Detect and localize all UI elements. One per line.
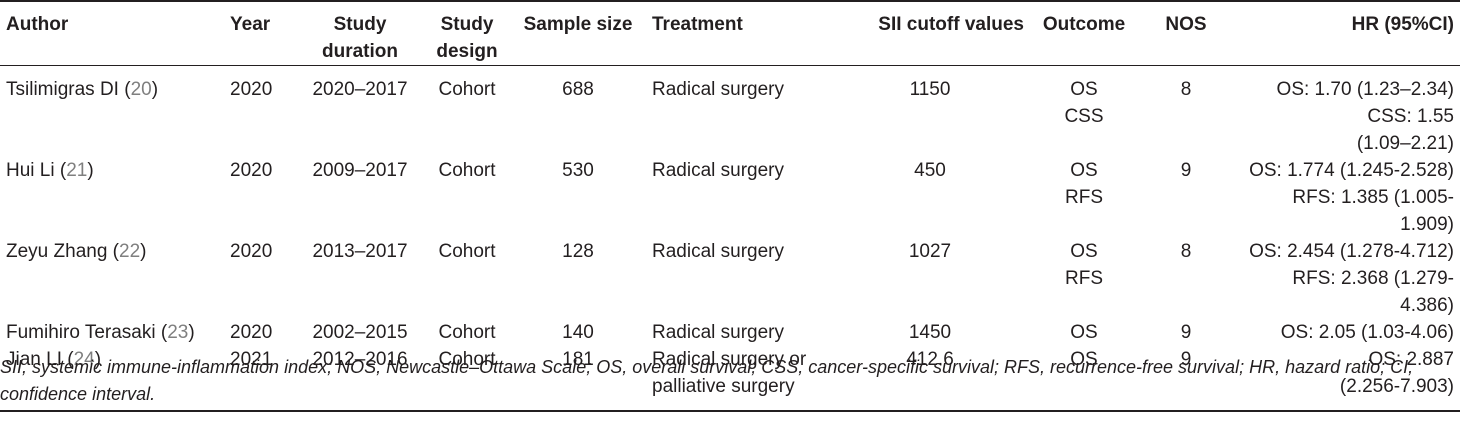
cell-hr: OS: 2.454 (1.278-4.712) RFS: 2.368 (1.279… [1249, 241, 1454, 316]
cell-sample: 688 [562, 79, 594, 100]
cell-outcome: OS RFS [1065, 160, 1103, 208]
cell-sample: 181 [562, 349, 594, 370]
header-study-duration: Study duration [322, 14, 398, 62]
cell-design: Cohort [438, 322, 496, 343]
cell-nos: 9 [1180, 349, 1192, 370]
cell-hr: OS: 2.887 (2.256-7.903) [1339, 349, 1454, 397]
cell-treatment: Radical surgery [652, 79, 784, 100]
header-author: Author [6, 14, 69, 35]
header-year: Year [230, 14, 271, 35]
cell-design: Cohort [438, 349, 496, 370]
header-treatment: Treatment [652, 14, 743, 35]
cell-design: Cohort [438, 160, 496, 181]
header-nos: NOS [1165, 14, 1207, 35]
footnote-line: SII, systemic immune-inflammation index;… [0, 357, 1414, 377]
reference-link[interactable]: 21 [66, 160, 88, 181]
studies-table: Author Year Study duration Study design Sa… [0, 1, 1460, 411]
cell-duration: 2013–2017 [312, 241, 408, 262]
cell-author: Hui Li (21) [6, 160, 94, 181]
cell-duration: 2012–2016 [312, 349, 408, 370]
cell-nos: 8 [1180, 79, 1192, 100]
cell-duration: 2020–2017 [312, 79, 408, 100]
table-footnote: SII, systemic immune-inflammation index;… [0, 354, 1455, 408]
table-row: Fumihiro Terasaki (23) 2020 2002–2015 Co… [0, 319, 1460, 346]
cell-treatment: Radical surgery [652, 322, 784, 343]
reference-link[interactable]: 23 [167, 322, 189, 343]
cell-year: 2021 [230, 349, 273, 370]
cell-year: 2020 [230, 79, 273, 100]
header-study-design: Study design [436, 14, 498, 62]
cell-nos: 9 [1180, 322, 1192, 343]
footnote-line: confidence interval. [0, 384, 156, 404]
cell-outcome: OS [1070, 349, 1098, 370]
cell-design: Cohort [438, 241, 496, 262]
cell-year: 2020 [230, 160, 273, 181]
cell-hr: OS: 2.05 (1.03-4.06) [1280, 322, 1454, 343]
cell-outcome: OS [1070, 322, 1098, 343]
table-row: Hui Li (21) 2020 2009–2017 Cohort 530 Ra… [0, 157, 1460, 238]
cell-author: Zeyu Zhang (22) [6, 241, 147, 262]
cell-author: Fumihiro Terasaki (23) [6, 322, 195, 343]
cell-duration: 2009–2017 [312, 160, 408, 181]
cell-author: Tsilimigras DI (20) [6, 79, 159, 100]
cell-nos: 8 [1180, 241, 1192, 262]
table-row: Jian LI (24) 2021 2012–2016 Cohort 181 R… [0, 346, 1460, 411]
cell-design: Cohort [438, 79, 496, 100]
cell-cutoff: 1150 [909, 79, 951, 100]
cell-nos: 9 [1180, 160, 1192, 181]
reference-link[interactable]: 20 [130, 79, 152, 100]
header-hr: HR (95%CI) [1351, 14, 1454, 35]
table-row: Zeyu Zhang (22) 2020 2013–2017 Cohort 12… [0, 238, 1460, 319]
cell-treatment: Radical surgery [652, 160, 784, 181]
cell-sample: 140 [562, 322, 594, 343]
cell-cutoff: 412.6 [906, 349, 954, 370]
cell-cutoff: 1027 [908, 241, 952, 262]
cell-cutoff: 1450 [908, 322, 952, 343]
cell-year: 2020 [230, 241, 273, 262]
cell-cutoff: 450 [914, 160, 946, 181]
cell-hr: OS: 1.70 (1.23–2.34) CSS: 1.55 (1.09–2.21) [1276, 79, 1454, 154]
cell-outcome: OS CSS [1064, 79, 1104, 127]
cell-year: 2020 [230, 322, 273, 343]
reference-link[interactable]: 22 [119, 241, 141, 262]
table-row: Tsilimigras DI (20) 2020 2020–2017 Cohor… [0, 66, 1460, 158]
cell-treatment: Radical surgery or palliative surgery [652, 349, 807, 397]
header-outcome: Outcome [1042, 14, 1126, 35]
cell-sample: 530 [562, 160, 594, 181]
reference-link[interactable]: 24 [73, 349, 95, 370]
cell-outcome: OS RFS [1065, 241, 1103, 289]
header-sii-cutoff: SII cutoff values [878, 14, 1024, 35]
cell-hr: OS: 1.774 (1.245-2.528) RFS: 1.385 (1.005… [1249, 160, 1454, 235]
header-sample-size: Sample size [523, 14, 633, 35]
cell-author: Jian LI (24) [6, 349, 102, 370]
cell-duration: 2002–2015 [312, 322, 408, 343]
header-row: Author Year Study duration Study design Sa… [0, 1, 1460, 66]
cell-treatment: Radical surgery [652, 241, 784, 262]
cell-sample: 128 [562, 241, 594, 262]
